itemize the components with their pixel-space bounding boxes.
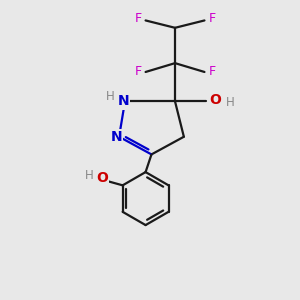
- Text: F: F: [135, 13, 142, 26]
- Text: H: H: [106, 91, 115, 103]
- Text: N: N: [110, 130, 122, 144]
- Text: O: O: [96, 171, 108, 185]
- Text: N: N: [118, 94, 129, 108]
- Text: H: H: [84, 169, 93, 182]
- Text: O: O: [209, 93, 221, 107]
- Text: F: F: [208, 13, 215, 26]
- Text: F: F: [208, 65, 215, 79]
- Text: H: H: [226, 96, 235, 110]
- Text: F: F: [135, 65, 142, 79]
